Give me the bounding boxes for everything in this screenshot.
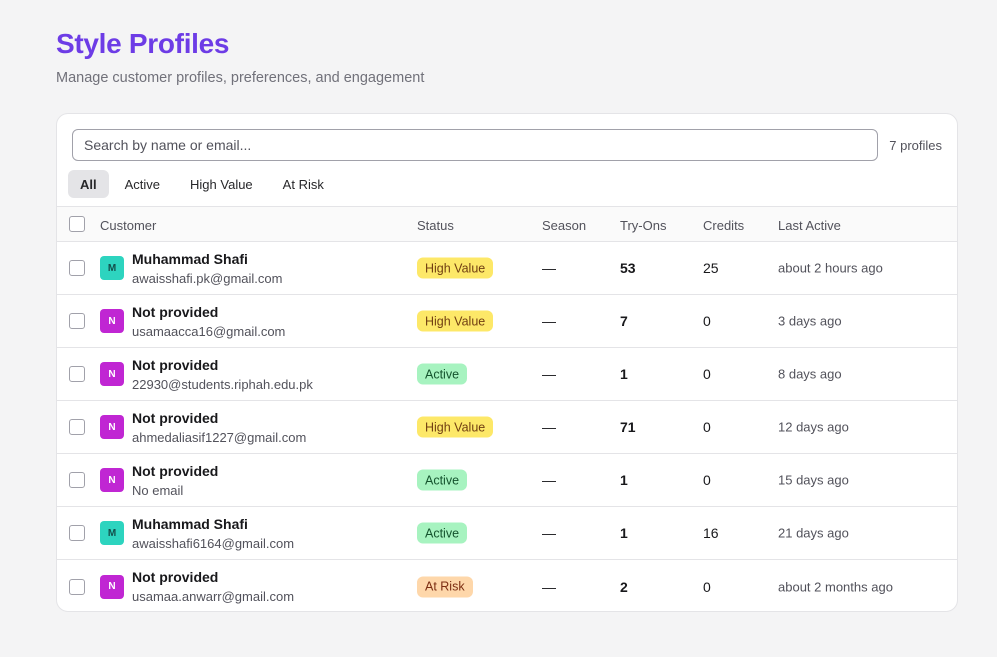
credits-value: 0	[703, 313, 711, 329]
tab-high-value[interactable]: High Value	[190, 176, 253, 192]
column-status[interactable]: Status	[417, 217, 454, 233]
season-value: —	[542, 525, 556, 541]
column-season[interactable]: Season	[542, 217, 587, 233]
last-active-value: about 2 hours ago	[778, 260, 883, 276]
credits-value: 25	[703, 260, 719, 276]
customer-name: Muhammad Shafi	[132, 251, 248, 267]
last-active-value: 15 days ago	[778, 472, 849, 488]
last-active-value: 21 days ago	[778, 525, 849, 541]
profiles-table: Customer Status Season Try-Ons Credits L…	[57, 206, 957, 611]
select-all-checkbox[interactable]	[69, 216, 85, 232]
row-checkbox[interactable]	[69, 419, 85, 435]
customer-name: Muhammad Shafi	[132, 516, 248, 532]
page-title: Style Profiles	[56, 28, 230, 59]
table-body: M Muhammad Shafi awaisshafi.pk@gmail.com Hi…	[57, 242, 957, 611]
avatar: N	[100, 468, 124, 492]
page-subtitle: Manage customer profiles, preferences, a…	[56, 70, 425, 86]
tryons-value: 1	[620, 525, 628, 541]
avatar: M	[100, 521, 124, 545]
tryons-value: 71	[620, 419, 636, 435]
status-badge: High Value	[417, 416, 494, 438]
customer-email: 22930@students.riphah.edu.pk	[132, 377, 313, 392]
avatar: N	[100, 362, 124, 386]
avatar: M	[100, 256, 124, 280]
status-badge: Active	[417, 522, 468, 544]
status-badge: High Value	[417, 310, 494, 332]
season-value: —	[542, 472, 556, 488]
tryons-value: 7	[620, 313, 628, 329]
table-row[interactable]: N Not provided No email Active — 1 0 15 days ag…	[57, 454, 957, 507]
season-value: —	[542, 578, 556, 595]
credits-value: 0	[703, 366, 711, 382]
credits-value: 0	[703, 472, 711, 488]
season-value: —	[542, 366, 556, 382]
tryons-value: 53	[620, 260, 636, 276]
customer-name: Not provided	[132, 357, 219, 373]
column-tryons[interactable]: Try-Ons	[620, 217, 667, 233]
avatar: N	[100, 574, 124, 599]
avatar: N	[100, 309, 124, 333]
table-row[interactable]: N Not provided usamaa.anwarr@gmail.com At R…	[57, 560, 957, 611]
customer-email: ahmedaliasif1227@gmail.com	[132, 430, 307, 445]
row-checkbox[interactable]	[69, 525, 85, 541]
table-header: Customer Status Season Try-Ons Credits L…	[57, 206, 957, 242]
tab-at-risk[interactable]: At Risk	[282, 176, 324, 192]
tryons-value: 1	[620, 472, 628, 488]
row-checkbox[interactable]	[69, 260, 85, 276]
status-badge: Active	[417, 469, 468, 491]
season-value: —	[542, 313, 556, 329]
customer-email: No email	[132, 483, 184, 498]
status-badge: Active	[417, 363, 468, 385]
credits-value: 0	[703, 578, 711, 595]
tryons-value: 2	[620, 578, 628, 595]
table-row[interactable]: M Muhammad Shafi awaisshafi6164@gmail.com A…	[57, 507, 957, 560]
avatar: N	[100, 415, 124, 439]
table-row[interactable]: N Not provided usamaacca16@gmail.com High V…	[57, 295, 957, 348]
customer-email: awaisshafi.pk@gmail.com	[132, 271, 283, 286]
table-row[interactable]: N Not provided 22930@students.riphah.edu.p…	[57, 348, 957, 401]
last-active-value: 3 days ago	[778, 313, 842, 329]
credits-value: 16	[703, 525, 719, 541]
season-value: —	[542, 260, 556, 276]
tab-all[interactable]: All	[68, 170, 109, 198]
customer-name: Not provided	[132, 410, 219, 426]
customer-email: awaisshafi6164@gmail.com	[132, 536, 295, 551]
status-badge: At Risk	[417, 576, 473, 597]
season-value: —	[542, 419, 556, 435]
filter-tabs: All Active High Value At Risk	[68, 170, 338, 198]
row-checkbox[interactable]	[69, 472, 85, 488]
column-last-active[interactable]: Last Active	[778, 217, 841, 233]
last-active-value: about 2 months ago	[778, 579, 893, 594]
last-active-value: 12 days ago	[778, 419, 849, 435]
tab-active[interactable]: Active	[124, 176, 161, 192]
last-active-value: 8 days ago	[778, 366, 842, 382]
column-customer[interactable]: Customer	[100, 217, 157, 233]
row-checkbox[interactable]	[69, 366, 85, 382]
search-input[interactable]	[72, 129, 878, 161]
status-badge: High Value	[417, 257, 494, 279]
customer-name: Not provided	[132, 304, 219, 320]
table-row[interactable]: M Muhammad Shafi awaisshafi.pk@gmail.com Hi…	[57, 242, 957, 295]
customer-name: Not provided	[132, 463, 219, 479]
profiles-card: 7 profiles All Active High Value At Risk…	[56, 113, 958, 612]
profile-count: 7 profiles	[889, 138, 942, 153]
customer-email: usamaa.anwarr@gmail.com	[132, 589, 295, 604]
customer-name: Not provided	[132, 569, 219, 585]
column-credits[interactable]: Credits	[703, 217, 745, 233]
table-row[interactable]: N Not provided ahmedaliasif1227@gmail.com H…	[57, 401, 957, 454]
row-checkbox[interactable]	[69, 578, 85, 595]
row-checkbox[interactable]	[69, 313, 85, 329]
customer-email: usamaacca16@gmail.com	[132, 324, 286, 339]
tryons-value: 1	[620, 366, 628, 382]
credits-value: 0	[703, 419, 711, 435]
